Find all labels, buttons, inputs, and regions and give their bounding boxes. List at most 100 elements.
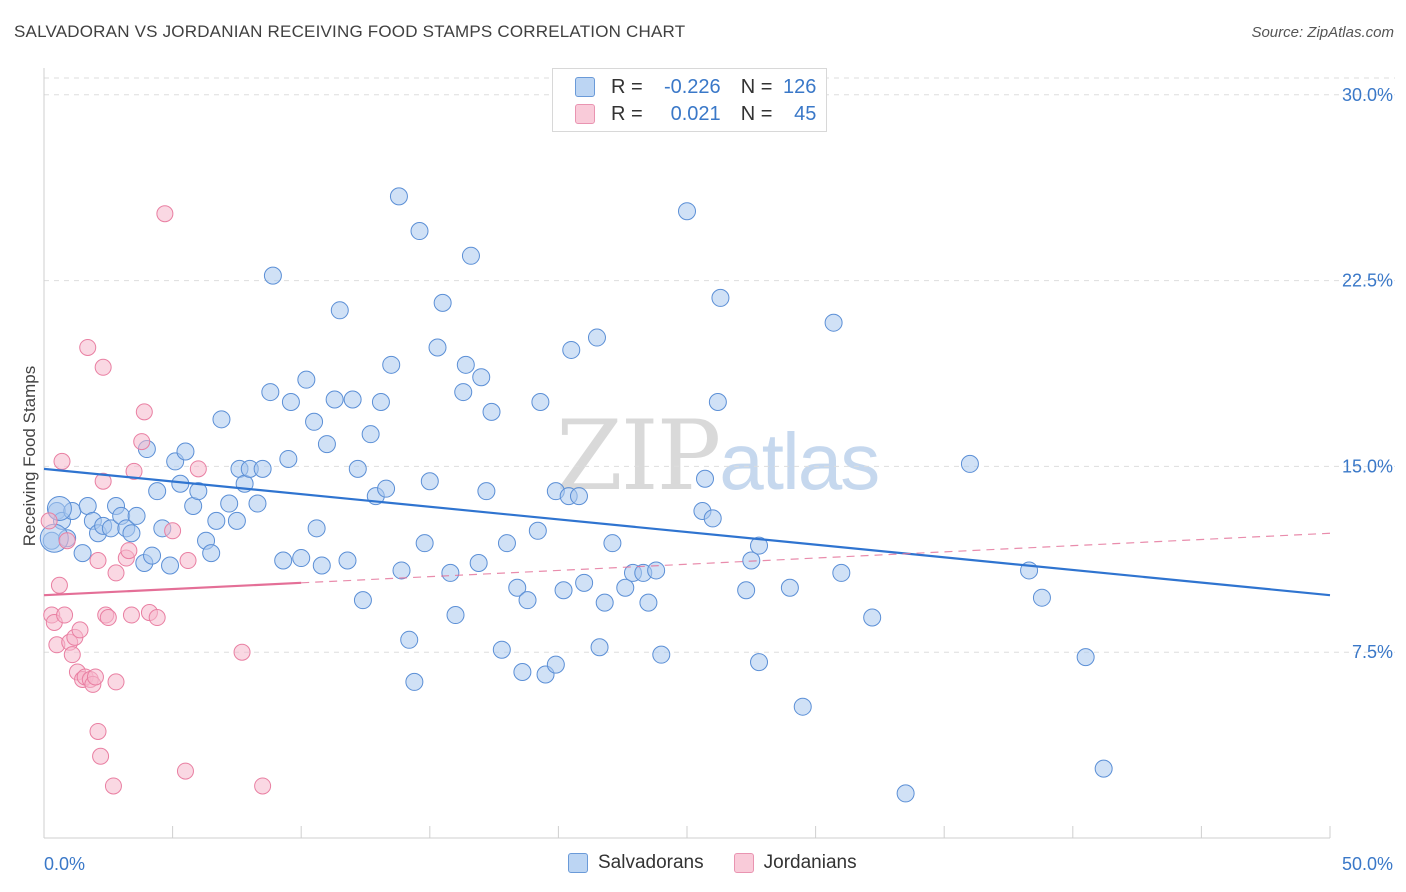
x-tick-label: 50.0% (1342, 854, 1393, 874)
salvadoran-point (325, 390, 344, 409)
salvadoran-point (189, 482, 208, 501)
salvadoran-point (292, 549, 311, 568)
r-label: R = (611, 75, 643, 98)
salvadoran-point (569, 487, 588, 506)
jordanian-point (122, 606, 140, 624)
salvadoran-point (317, 435, 336, 454)
salvadoran-point (742, 551, 761, 570)
jordanian-point (107, 673, 125, 691)
salvadoran-point (960, 454, 979, 473)
salvadoran-point (261, 383, 280, 402)
salvadoran-point (227, 511, 246, 530)
jordanians-swatch (575, 104, 595, 124)
salvadoran-point (122, 524, 141, 543)
jordanian-point (107, 564, 125, 582)
salvadoran-point (400, 630, 419, 649)
axes (43, 68, 1331, 839)
r-label: R = (611, 102, 643, 125)
salvadoran-point (330, 301, 349, 320)
jordanians-trend-line (43, 581, 302, 597)
salvadoran-point (176, 442, 195, 461)
jordanian-point (50, 576, 68, 594)
jordanian-point (79, 338, 97, 356)
salvadoran-point (477, 482, 496, 501)
x-tick-label: 0.0% (44, 854, 85, 874)
r-value: 0.021 (670, 102, 721, 125)
salvadoran-point (750, 653, 769, 672)
salvadoran-point (454, 383, 473, 402)
salvadoran-point (492, 640, 511, 659)
chart-title: SALVADORAN VS JORDANIAN RECEIVING FOOD S… (14, 22, 686, 41)
salvadoran-point (371, 392, 390, 411)
salvadoran-point (508, 578, 527, 597)
salvadoran-point (497, 534, 516, 553)
y-tick-label: 30.0% (1342, 85, 1393, 105)
salvadoran-point (127, 506, 146, 525)
salvadoran-point (711, 288, 730, 307)
salvadoran-point (1032, 588, 1051, 607)
y-tick-label: 22.5% (1342, 271, 1393, 291)
salvadoran-point (382, 355, 401, 374)
salvadoran-point (1094, 759, 1113, 778)
jordanians-swatch (733, 853, 754, 873)
salvadoran-point (482, 402, 501, 421)
salvadoran-point (708, 392, 727, 411)
jordanian-point (92, 747, 110, 765)
legend-item-salvadorans: Salvadorans (568, 852, 704, 874)
jordanian-point (176, 762, 194, 780)
jordanian-point (94, 472, 112, 490)
salvadoran-point (253, 459, 272, 478)
salvadoran-point (297, 370, 316, 389)
jordanian-point (86, 668, 104, 686)
legend-row-salvadorans: R = -0.226 N = 126 (575, 74, 816, 100)
salvadoran-point (389, 187, 408, 206)
salvadoran-point (652, 645, 671, 664)
n-value: 126 (783, 75, 817, 98)
jordanian-point (53, 452, 71, 470)
salvadoran-point (639, 593, 658, 612)
y-tick-label: 15.0% (1342, 456, 1393, 476)
salvadoran-point (595, 593, 614, 612)
salvadoran-point (392, 561, 411, 580)
jordanian-point (104, 777, 122, 795)
salvadoran-point (307, 519, 326, 538)
salvadoran-point (410, 222, 429, 241)
salvadoran-point (312, 556, 331, 575)
salvadoran-point (143, 546, 162, 565)
salvadoran-point (461, 246, 480, 265)
salvadoran-point (361, 425, 380, 444)
salvadoran-point (703, 509, 722, 528)
salvadorans-swatch (568, 853, 588, 873)
salvadoran-point (441, 563, 460, 582)
salvadoran-point (305, 412, 324, 431)
salvadoran-point (281, 392, 300, 411)
salvadoran-point (433, 293, 452, 312)
salvadoran-point (279, 449, 298, 468)
salvadoran-point (446, 606, 465, 625)
salvadoran-point (590, 638, 609, 657)
jordanian-point (148, 609, 166, 627)
salvadoran-point (546, 655, 565, 674)
salvadoran-point (343, 390, 362, 409)
legend-row-jordanians: R = 0.021 N = 45 (575, 101, 816, 127)
jordanian-point (89, 722, 107, 740)
jordanian-point (125, 462, 143, 480)
salvadoran-point (824, 313, 843, 332)
correlation-legend: R = -0.226 N = 126 R = 0.021 N = 45 (552, 68, 827, 132)
salvadoran-point (587, 328, 606, 347)
salvadoran-point (896, 784, 915, 803)
jordanian-point (94, 358, 112, 376)
salvadoran-point (531, 392, 550, 411)
jordanian-point (58, 532, 76, 550)
source-label: Source: ZipAtlas.com (1251, 24, 1394, 41)
jordanian-point (135, 403, 153, 421)
jordanian-point (40, 512, 58, 530)
salvadoran-point (513, 663, 532, 682)
salvadoran-point (832, 563, 851, 582)
salvadoran-point (750, 536, 769, 555)
jordanian-point (164, 522, 182, 540)
salvadoran-point (415, 534, 434, 553)
salvadoran-point (472, 368, 491, 387)
salvadoran-point (428, 338, 447, 357)
